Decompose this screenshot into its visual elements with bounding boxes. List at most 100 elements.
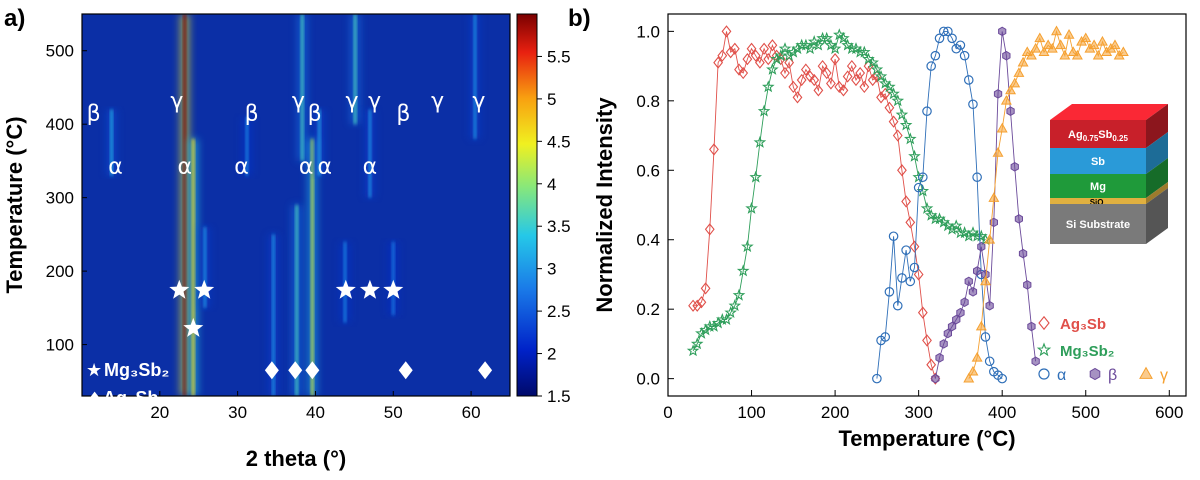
legend-ag3sb-label: Ag₃Sb (103, 388, 158, 408)
data-point-alpha (888, 231, 899, 242)
data-point-beta (977, 241, 986, 252)
diffraction-line (368, 109, 372, 198)
series-ag3sb (688, 25, 941, 385)
colorbar-tick-label: 2 (547, 345, 556, 364)
legend-marker-alpha (1038, 368, 1050, 380)
x-tick-label: 30 (228, 403, 247, 422)
data-point-ag3sb (796, 73, 807, 87)
data-point-gamma (1046, 42, 1058, 53)
data-point-ag3sb (784, 56, 795, 69)
inset-layer-front (1050, 120, 1146, 148)
data-point-ag3sb (780, 66, 790, 80)
data-point-ag3sb (750, 49, 761, 62)
data-point-mg3sb2 (820, 31, 833, 44)
data-point-alpha (892, 300, 903, 311)
phase-label: γ (431, 89, 444, 114)
data-point-alpha (922, 106, 932, 117)
inset-layer-stack: Ag0.75Sb0.25SbMgSiO2Si Substrate (1050, 104, 1168, 244)
y-tick-label: 1.0 (636, 22, 660, 41)
scatter-x-axis-title: Temperature (°C) (838, 426, 1015, 451)
y-tick-label: 300 (46, 189, 74, 208)
data-point-beta (947, 321, 957, 332)
mg3sb2-star-marker (383, 279, 404, 299)
data-point-mg3sb2 (770, 52, 783, 65)
y-tick-label: 0.8 (636, 92, 660, 111)
colorbar-tick-label: 2.5 (547, 302, 571, 321)
data-point-ag3sb (696, 296, 707, 309)
data-point-mg3sb2 (757, 104, 771, 117)
data-point-beta (1031, 356, 1040, 367)
colorbar-gradient (516, 13, 538, 397)
data-point-mg3sb2 (762, 80, 775, 93)
data-point-mg3sb2 (703, 319, 717, 332)
mg3sb2-star-marker (335, 279, 356, 299)
x-tick-label: 600 (1155, 403, 1183, 422)
x-tick-label: 100 (737, 403, 765, 422)
phase-label: α (363, 154, 378, 179)
data-point-gamma (1059, 49, 1071, 60)
data-point-ag3sb (800, 63, 811, 76)
data-point-gamma (1063, 28, 1075, 39)
data-point-gamma (1000, 94, 1012, 105)
series-gamma (963, 25, 1129, 383)
data-point-gamma (1071, 49, 1083, 60)
inset-layer-side (1146, 188, 1168, 244)
inset-layer-front (1050, 204, 1146, 244)
data-point-beta (1018, 248, 1028, 259)
data-point-alpha (943, 26, 953, 37)
data-point-ag3sb (746, 42, 757, 55)
data-point-alpha (884, 287, 895, 297)
data-point-alpha (938, 26, 949, 37)
x-tick-label: 0 (663, 403, 672, 422)
diffraction-line (301, 14, 304, 161)
ag3sb-diamond-marker (398, 361, 413, 380)
legend-label-gamma: γ (1160, 367, 1168, 384)
heatmap-frame (81, 13, 511, 397)
data-point-gamma (1109, 39, 1121, 50)
phase-label: γ (368, 89, 381, 114)
data-point-beta (985, 300, 994, 311)
phase-label: α (177, 154, 192, 179)
inset-layer-label: Sb (1091, 156, 1105, 168)
heatmap-panel: β γ β γ β γ γ β γ γα α α α α α 20 30 40 50 601002003004005… (46, 13, 511, 422)
data-point-ag3sb (742, 53, 753, 66)
phase-label: γ (472, 89, 485, 114)
data-point-mg3sb2 (720, 313, 733, 325)
legend-diamond-marker: ♦ (87, 389, 102, 409)
data-point-mg3sb2 (887, 87, 900, 100)
data-point-mg3sb2 (883, 80, 896, 93)
data-point-mg3sb2 (812, 38, 825, 51)
data-point-ag3sb (888, 115, 899, 128)
heatmap-axes: 20 30 40 50 60 100 200 300 400 500 (46, 42, 481, 422)
colorbar-tick-label: 5 (547, 90, 556, 109)
y-tick-label: 400 (46, 115, 74, 134)
data-point-ag3sb (876, 91, 886, 104)
y-tick-label: 0.0 (636, 370, 660, 389)
y-tick-label: 100 (46, 336, 74, 355)
data-point-mg3sb2 (949, 219, 963, 232)
data-point-alpha (980, 332, 991, 342)
data-point-alpha (901, 245, 911, 255)
y-tick-label: 0.6 (636, 161, 660, 180)
data-point-gamma (980, 275, 991, 286)
diffraction-line (110, 109, 113, 176)
data-point-ag3sb (926, 358, 937, 371)
panel-b-label: b) (568, 5, 591, 32)
heatmap-y-axis-title: Temperature (°C) (2, 116, 27, 293)
data-point-ag3sb (838, 84, 849, 97)
legend-item-phases (1038, 366, 1153, 381)
heatmap-markers (169, 279, 493, 380)
data-point-mg3sb2 (954, 226, 967, 239)
data-point-beta (952, 314, 961, 325)
data-point-ag3sb (922, 334, 932, 347)
data-point-mg3sb2 (728, 299, 742, 312)
inset-layer-label: Si Substrate (1066, 219, 1130, 231)
diffraction-line (203, 227, 207, 308)
data-point-alpha (968, 99, 978, 110)
data-point-ag3sb (692, 299, 703, 312)
data-point-gamma (1096, 35, 1108, 46)
x-tick-label: 500 (1072, 403, 1100, 422)
data-point-mg3sb2 (908, 149, 921, 162)
scatter-axes: 0 100 200 300 400 500 600 0.0 0.2 0.4 0.6 0.8 1.0 (636, 22, 1183, 422)
data-point-mg3sb2 (891, 94, 905, 107)
